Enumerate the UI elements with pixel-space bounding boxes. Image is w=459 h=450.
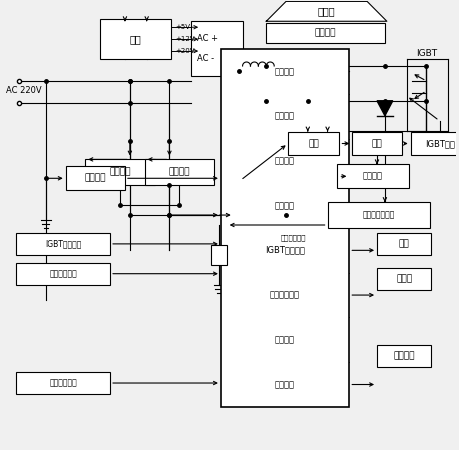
Text: 风扇: 风扇 xyxy=(398,239,409,248)
Text: AC 220V: AC 220V xyxy=(6,86,42,95)
Text: 电流检测: 电流检测 xyxy=(109,168,130,177)
Text: 温度控制: 温度控制 xyxy=(274,112,294,121)
Text: 风扇电压检测: 风扇电压检测 xyxy=(49,378,77,387)
Text: 振荡: 振荡 xyxy=(371,139,381,148)
Text: IGBT驱动: IGBT驱动 xyxy=(425,139,454,148)
Bar xyxy=(376,268,431,290)
Text: 烹饪锅: 烹饪锅 xyxy=(317,6,335,16)
Polygon shape xyxy=(376,101,392,116)
Text: 锅底温度检测: 锅底温度检测 xyxy=(49,269,77,278)
Bar xyxy=(376,233,431,255)
Text: 锅底温度报警: 锅底温度报警 xyxy=(269,291,299,300)
Text: +5V: +5V xyxy=(175,24,190,30)
Text: AC -: AC - xyxy=(196,54,214,63)
Text: IGBT温度检测: IGBT温度检测 xyxy=(45,239,81,248)
Text: 键盘显示: 键盘显示 xyxy=(392,352,414,361)
Bar xyxy=(220,49,348,407)
Bar xyxy=(287,131,339,155)
Text: 蜂鸣器: 蜂鸣器 xyxy=(395,274,411,283)
Text: 反馈调节: 反馈调节 xyxy=(84,174,106,183)
Bar xyxy=(211,245,226,265)
Text: 励磁线圈: 励磁线圈 xyxy=(314,29,336,38)
Bar xyxy=(16,372,110,394)
Text: 负荷电流调节: 负荷电流调节 xyxy=(280,234,305,241)
Polygon shape xyxy=(266,1,386,21)
Text: 电源: 电源 xyxy=(129,34,141,44)
Bar xyxy=(100,19,171,59)
Text: IGBT温度报警: IGBT温度报警 xyxy=(264,246,304,255)
Bar xyxy=(191,21,242,76)
Bar xyxy=(337,164,408,188)
Bar xyxy=(85,159,154,185)
Text: AC +: AC + xyxy=(196,34,218,43)
Text: IGBT: IGBT xyxy=(415,49,436,58)
Bar xyxy=(410,131,459,155)
Text: 电压报警: 电压报警 xyxy=(274,201,294,210)
Bar xyxy=(376,345,431,367)
Bar xyxy=(16,233,110,255)
Bar xyxy=(327,202,430,228)
Text: +20V: +20V xyxy=(175,48,195,54)
Text: 过压保护: 过压保护 xyxy=(362,172,382,181)
Bar xyxy=(352,131,401,155)
Bar xyxy=(16,263,110,285)
Bar xyxy=(66,166,125,190)
Bar xyxy=(145,159,213,185)
Text: 电流负反馈控制: 电流负反馈控制 xyxy=(362,211,394,220)
Text: 功率控制: 功率控制 xyxy=(274,67,294,76)
Text: +12V: +12V xyxy=(175,36,195,42)
Text: 无锅检测: 无锅检测 xyxy=(274,157,294,166)
Text: 电压检测: 电压检测 xyxy=(168,168,190,177)
Bar xyxy=(266,23,384,43)
Text: 同步: 同步 xyxy=(308,139,319,148)
Text: 电流报警: 电流报警 xyxy=(274,335,294,344)
Text: 风扇报警: 风扇报警 xyxy=(274,380,294,389)
